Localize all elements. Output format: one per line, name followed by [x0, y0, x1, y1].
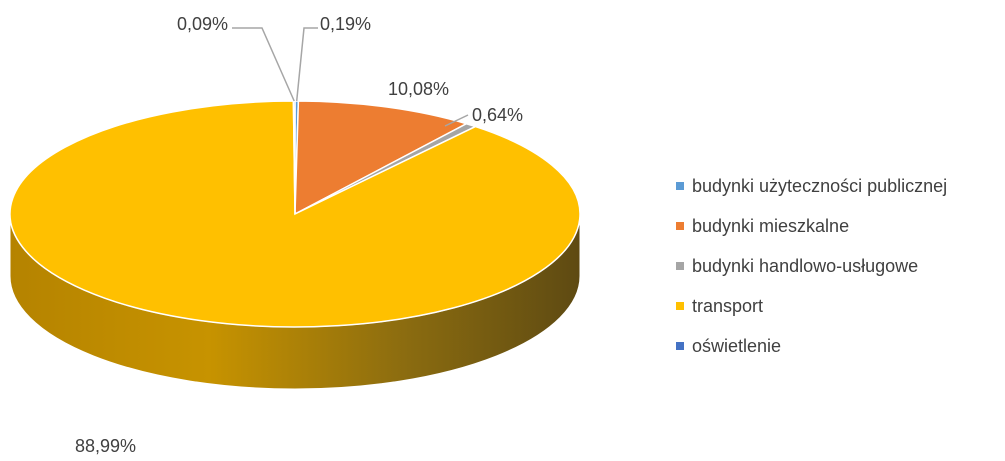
- leader-line: [295, 27, 318, 102]
- legend-label: oświetlenie: [692, 335, 782, 356]
- legend-swatch: [676, 182, 684, 190]
- legend-item: budynki handlowo-usługowe: [676, 254, 947, 278]
- legend-item: oświetlenie: [676, 334, 947, 358]
- legend-swatch: [676, 302, 684, 310]
- legend-label: budynki mieszkalne: [692, 215, 850, 236]
- data-label: 0,64%: [472, 105, 523, 125]
- legend-swatch: [676, 222, 684, 230]
- data-label: 0,19%: [320, 14, 371, 34]
- data-label: 88,99%: [75, 436, 136, 456]
- pie-chart: 0,19% 10,08% 0,64% 88,99% 0,09%: [9, 14, 581, 456]
- legend-label: budynki użyteczności publicznej: [692, 175, 948, 196]
- data-label: 10,08%: [388, 79, 449, 99]
- leader-line: [444, 114, 469, 127]
- legend: budynki użyteczności publicznej budynki …: [676, 174, 947, 374]
- legend-item: budynki mieszkalne: [676, 214, 947, 238]
- legend-label: budynki handlowo-usługowe: [692, 255, 919, 276]
- legend-item: budynki użyteczności publicznej: [676, 174, 947, 198]
- leader-line: [232, 27, 295, 102]
- legend-item: transport: [676, 294, 947, 318]
- data-label: 0,09%: [177, 14, 228, 34]
- legend-swatch: [676, 262, 684, 270]
- legend-label: transport: [692, 295, 764, 316]
- legend-swatch: [676, 342, 684, 350]
